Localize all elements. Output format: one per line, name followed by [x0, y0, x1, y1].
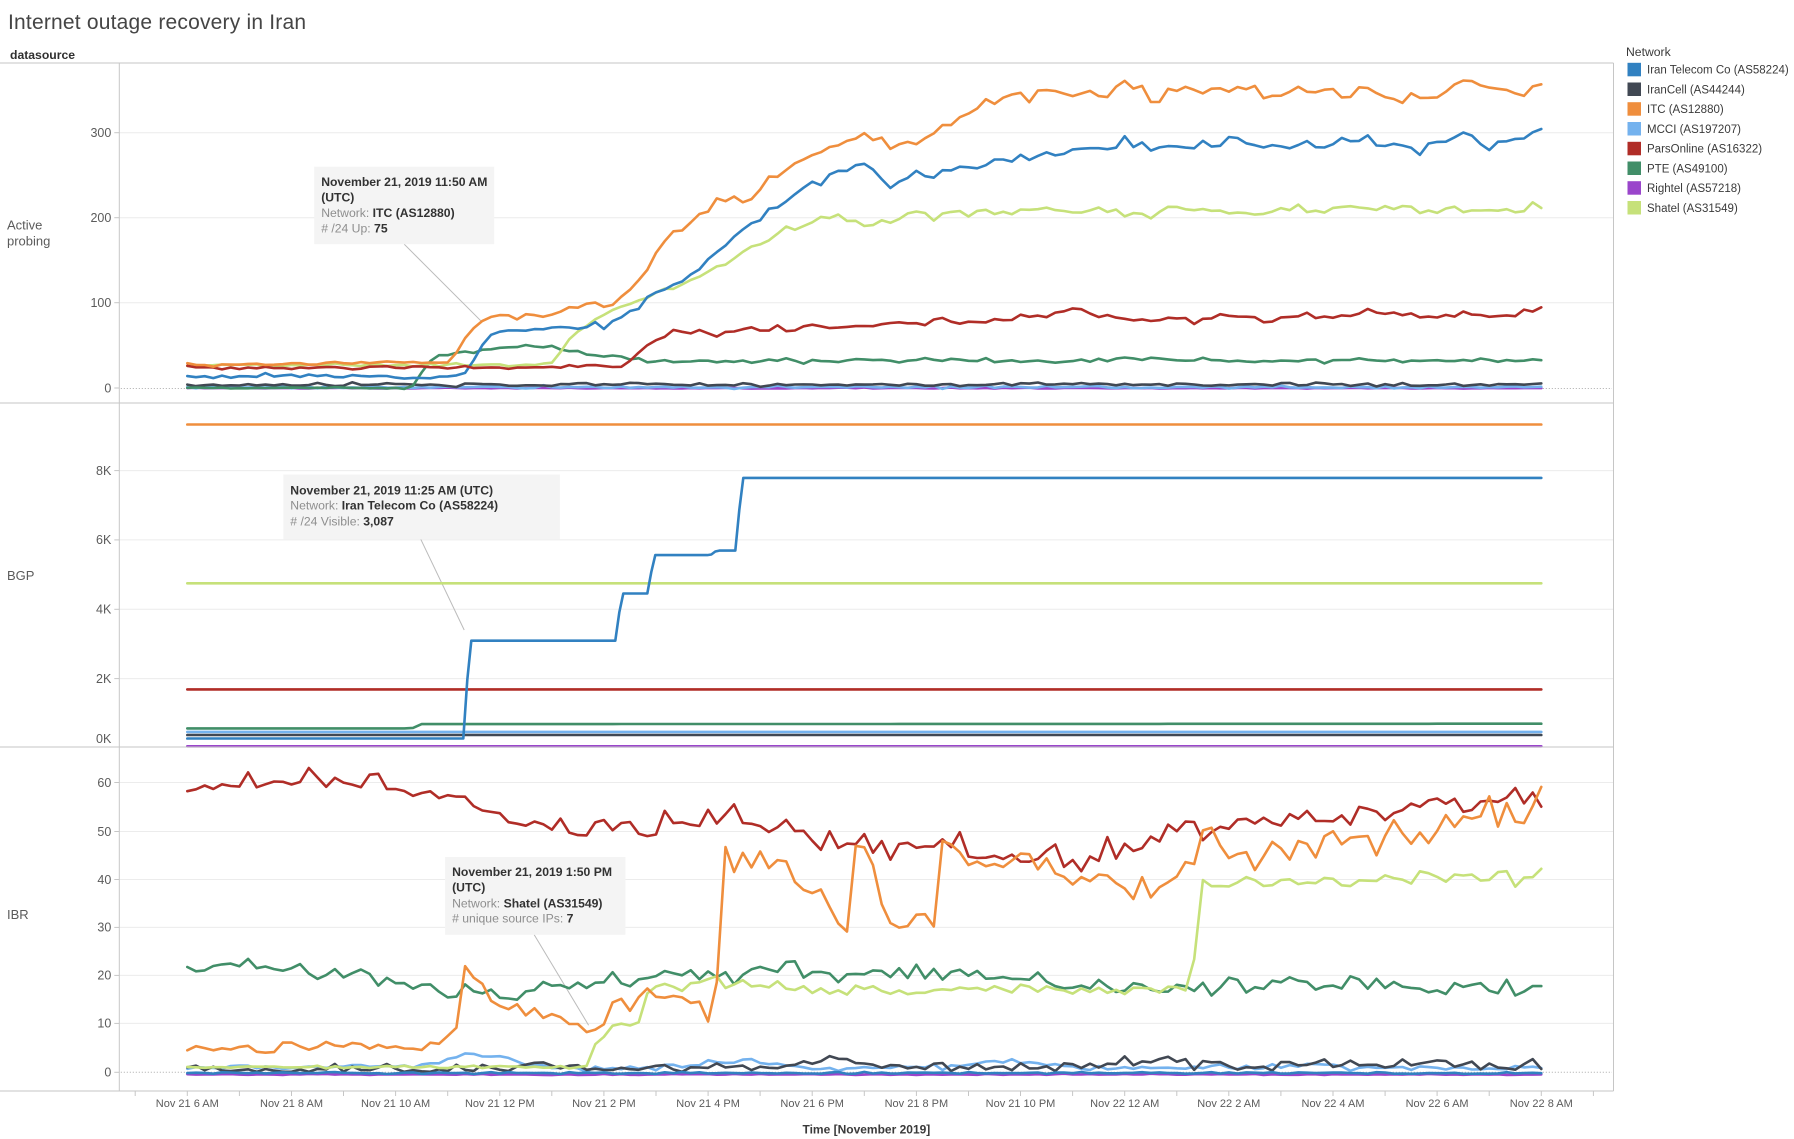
svg-text:November 21, 2019 11:25 AM (UT: November 21, 2019 11:25 AM (UTC) [290, 483, 493, 497]
svg-text:4K: 4K [96, 603, 112, 617]
svg-text:datasource: datasource [10, 48, 75, 62]
svg-text:(UTC): (UTC) [321, 190, 354, 204]
svg-text:10: 10 [97, 1017, 111, 1031]
svg-text:Shatel (AS31549): Shatel (AS31549) [1647, 203, 1738, 215]
svg-text:Time [November 2019]: Time [November 2019] [802, 1123, 930, 1137]
svg-text:BGP: BGP [7, 568, 34, 583]
svg-text:Nov 22 2 AM: Nov 22 2 AM [1197, 1098, 1260, 1110]
svg-text:Nov 21 10 AM: Nov 21 10 AM [361, 1098, 430, 1110]
svg-text:Active: Active [7, 218, 42, 233]
svg-text:Nov 21 6 AM: Nov 21 6 AM [156, 1098, 219, 1110]
svg-text:Rightel (AS57218): Rightel (AS57218) [1647, 183, 1741, 195]
svg-text:Nov 21 4 PM: Nov 21 4 PM [676, 1098, 740, 1110]
svg-text:# unique source IPs: 7: # unique source IPs: 7 [452, 911, 573, 925]
svg-text:0K: 0K [96, 732, 112, 746]
svg-text:# /24 Visible: 3,087: # /24 Visible: 3,087 [290, 514, 394, 528]
svg-text:50: 50 [97, 825, 111, 839]
svg-text:0: 0 [104, 381, 111, 395]
svg-text:Internet outage recovery in Ir: Internet outage recovery in Iran [8, 11, 306, 34]
svg-text:200: 200 [90, 211, 111, 225]
svg-text:Nov 21 2 PM: Nov 21 2 PM [572, 1098, 636, 1110]
svg-text:Nov 21 12 PM: Nov 21 12 PM [465, 1098, 535, 1110]
svg-text:probing: probing [7, 234, 50, 249]
svg-text:60: 60 [97, 776, 111, 790]
svg-text:(UTC): (UTC) [452, 881, 485, 895]
svg-text:ParsOnline (AS16322): ParsOnline (AS16322) [1647, 144, 1762, 156]
svg-text:Network: Network [1626, 45, 1672, 59]
svg-text:Iran Telecom Co (AS58224): Iran Telecom Co (AS58224) [1647, 65, 1789, 77]
svg-text:PTE (AS49100): PTE (AS49100) [1647, 163, 1728, 175]
svg-text:Nov 21 6 PM: Nov 21 6 PM [780, 1098, 844, 1110]
svg-text:Nov 22 12 AM: Nov 22 12 AM [1090, 1098, 1159, 1110]
svg-text:IBR: IBR [7, 907, 29, 922]
svg-text:Nov 21 8 PM: Nov 21 8 PM [885, 1098, 949, 1110]
svg-text:300: 300 [90, 126, 111, 140]
svg-text:Network: ITC (AS12880): Network: ITC (AS12880) [321, 206, 454, 220]
svg-text:Network: Iran Telecom Co (AS58: Network: Iran Telecom Co (AS58224) [290, 498, 498, 512]
svg-text:2K: 2K [96, 672, 112, 686]
svg-text:30: 30 [97, 921, 111, 935]
svg-text:20: 20 [97, 969, 111, 983]
svg-text:0: 0 [104, 1066, 111, 1080]
svg-text:Nov 21 10 PM: Nov 21 10 PM [986, 1098, 1056, 1110]
svg-text:November 21, 2019 1:50 PM: November 21, 2019 1:50 PM [452, 865, 612, 879]
svg-text:MCCI (AS197207): MCCI (AS197207) [1647, 124, 1741, 136]
svg-text:November 21, 2019 11:50 AM: November 21, 2019 11:50 AM [321, 175, 487, 189]
svg-text:# /24 Up: 75: # /24 Up: 75 [321, 221, 388, 235]
svg-text:ITC (AS12880): ITC (AS12880) [1647, 104, 1724, 116]
svg-text:Network: Shatel (AS31549): Network: Shatel (AS31549) [452, 897, 602, 911]
svg-text:40: 40 [97, 873, 111, 887]
svg-text:Nov 22 6 AM: Nov 22 6 AM [1406, 1098, 1469, 1110]
svg-text:8K: 8K [96, 464, 112, 478]
svg-text:Nov 22 4 AM: Nov 22 4 AM [1302, 1098, 1365, 1110]
svg-text:IranCell (AS44244): IranCell (AS44244) [1647, 85, 1745, 97]
svg-text:6K: 6K [96, 533, 112, 547]
svg-text:Nov 21 8 AM: Nov 21 8 AM [260, 1098, 323, 1110]
svg-text:Nov 22 8 AM: Nov 22 8 AM [1510, 1098, 1573, 1110]
svg-text:100: 100 [90, 296, 111, 310]
